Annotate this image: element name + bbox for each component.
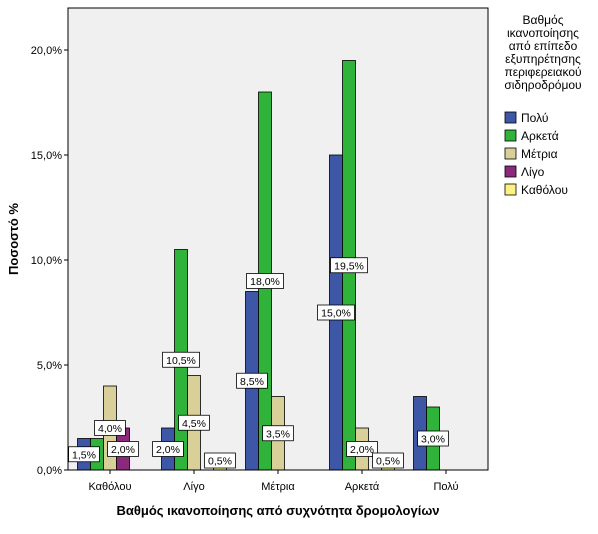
y-tick-label: 5,0% [37,360,62,372]
legend-label: Καθόλου [521,183,568,197]
data-label-box [236,372,268,389]
data-label-box [417,430,449,447]
legend-swatch [504,147,517,160]
data-label: 10,5% [166,355,196,367]
y-tick-label: 0,0% [37,465,62,477]
data-label: 2,0% [111,444,135,456]
x-tick-label: Λίγο [183,481,204,493]
y-tick-label: 10,0% [31,255,62,267]
legend-swatch [504,165,517,178]
axes-group: 0,0% 5,0% 10,0% 15,0% 20,0% Καθόλου Λίγο Μέτρια… [31,8,488,493]
data-label: 0,5% [208,456,232,468]
data-label-box [204,452,236,469]
data-label: 0,5% [376,456,400,468]
legend-label: Μέτρια [521,147,558,161]
legend-swatch [504,111,517,124]
data-label-box [68,446,100,463]
legend-swatch [504,129,517,142]
data-label-box [107,441,139,457]
y-axis-title: Ποσοστό % [6,203,21,275]
plot-area [67,7,489,471]
x-tick-label: Αρκετά [345,481,380,493]
legend-label: Λίγο [521,165,545,179]
legend-title-line: εξυπηρέτησης [505,52,581,66]
data-label: 8,5% [240,376,264,388]
x-axis-title: Βαθμός ικανοποίησης από συχνότητα δρομολ… [116,503,439,518]
legend-title-line: περιφερειακού [504,65,581,79]
data-label: 3,5% [266,428,290,440]
data-label-box [372,452,404,469]
data-label-box [94,420,126,436]
data-label: 4,0% [98,423,122,435]
legend-label: Πολύ [521,111,548,125]
data-label-box [317,304,355,321]
y-tick-label: 20,0% [31,45,62,57]
data-label: 2,0% [350,444,374,456]
data-label-box [246,273,284,289]
x-tick-label: Καθόλου [88,481,131,493]
data-label-box [346,441,378,457]
data-label: 19,5% [334,260,364,272]
x-tick-label: Μέτρια [261,481,295,493]
data-label: 15,0% [321,308,351,320]
legend-title-line: ικανοποίησης [507,26,579,40]
legend-title-line: σιδηροδρόμου [504,78,581,92]
data-label-box [152,441,184,457]
data-label-box [178,414,210,431]
data-label: 18,0% [250,276,280,288]
data-label-box [262,425,294,442]
legend-title-line: από επίπεδο [509,39,578,53]
data-labels-group: 1,5% 4,0% 2,0% 2,0% 10,5% 4,5% 0,5% 8,5% 18,0% 3,… [68,257,449,469]
data-label-box [330,257,368,274]
x-tick-label: Πολύ [433,481,458,493]
data-label-box [162,351,200,368]
legend-title-line: Βαθμός [523,13,564,27]
data-label: 2,0% [156,444,180,456]
legend-swatch [504,183,517,196]
y-tick-label: 15,0% [31,150,62,162]
legend-label: Αρκετά [521,129,559,143]
data-label: 4,5% [182,418,206,430]
data-label: 1,5% [72,449,96,461]
data-label: 3,0% [421,434,445,446]
